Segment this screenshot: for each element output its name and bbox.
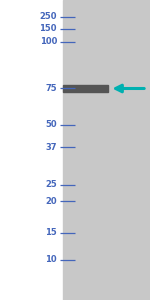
Bar	[63, 0, 150, 300]
Bar	[63, 85, 108, 92]
Text: 100: 100	[40, 38, 57, 46]
Text: 150: 150	[39, 24, 57, 33]
Text: 15: 15	[45, 228, 57, 237]
Text: 250: 250	[39, 12, 57, 21]
Text: 10: 10	[45, 255, 57, 264]
Text: 50: 50	[45, 120, 57, 129]
Text: 25: 25	[45, 180, 57, 189]
Text: 75: 75	[45, 84, 57, 93]
Text: 37: 37	[45, 142, 57, 152]
Text: 20: 20	[45, 196, 57, 206]
